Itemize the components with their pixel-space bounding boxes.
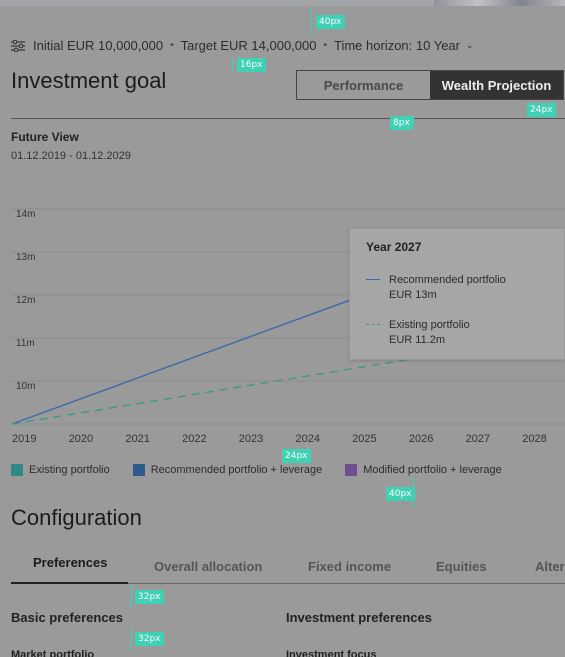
spacing-guide [311,7,312,35]
spacing-annotation: 16px [237,58,266,72]
y-tick-label: 10m [16,381,35,392]
spacing-annotation: 24px [282,449,311,463]
legend-label: Existing portfolio [29,464,110,476]
spacing-guide [131,627,132,651]
filter-bar[interactable]: Initial EUR 10,000,000 • Target EUR 14,0… [11,38,474,53]
existing-portfolio-line [11,358,410,425]
tooltip-label: Recommended portfolio [389,274,506,286]
spacing-annotation: 40px [316,15,345,29]
chevron-down-icon[interactable]: ⌄ [465,40,474,50]
basic-preferences-heading: Basic preferences [11,610,124,625]
x-tick-label: 2023 [239,433,263,445]
sliders-icon[interactable] [11,39,25,52]
y-tick-label: 11m [16,338,35,349]
future-view-date-range: 01.12.2019 - 01.12.2029 [11,150,131,162]
investment-focus-label: Investment focus [286,649,377,657]
recommended-portfolio-line [11,298,353,425]
y-tick-label: 13m [16,252,35,263]
x-tick-label: 2025 [352,433,376,445]
x-tick-label: 2027 [466,433,490,445]
market-portfolio-label: Market portfolio [11,649,95,657]
legend-swatch [11,464,23,476]
divider [11,118,565,119]
wealth-projection-button[interactable]: Wealth Projection [430,71,563,99]
future-view-title: Future View [11,130,79,144]
solid-line-marker [366,279,380,280]
top-strip [0,0,565,6]
wealth-projection-chart[interactable]: 10m 11m 12m 13m 14m 2019 2020 2021 2022 2023 2024 2… [0,200,565,450]
x-tick-label: 2024 [296,433,320,445]
y-tick-label: 12m [16,295,35,306]
tooltip-value: EUR 13m [389,289,437,301]
x-tick-label: 2019 [12,433,36,445]
view-toggle[interactable]: Performance Wealth Projection [296,70,564,100]
spacing-annotation: 32px [135,590,164,604]
investment-preferences-heading: Investment preferences [286,610,432,625]
legend-label: Modified portfolio + leverage [363,464,502,476]
spacing-annotation: 8px [390,116,413,130]
chart-legend: Existing portfolio Recommended portfolio… [11,464,525,476]
filter-target[interactable]: Target EUR 14,000,000 [180,38,317,53]
header-image [434,0,565,6]
spacing-guide [232,58,233,70]
x-tick-label: 2022 [182,433,206,445]
active-tab-underline [11,582,128,584]
separator-dot: • [170,40,174,51]
configuration-title: Configuration [11,505,142,530]
spacing-annotation: 40px [386,487,415,501]
x-tick-label: 2028 [522,433,546,445]
tab-equities[interactable]: Equities [436,559,487,574]
legend-item-modified[interactable]: Modified portfolio + leverage [345,464,502,476]
dashed-line-marker [366,324,380,325]
spacing-guide [413,116,414,126]
chart-tooltip: Year 2027 Recommended portfolio EUR 13m … [349,228,565,360]
spacing-annotation: 32px [135,632,164,646]
legend-label: Recommended portfolio + leverage [150,464,323,476]
filter-time-horizon[interactable]: Time horizon: 10 Year [334,38,460,53]
spacing-annotation: 24px [527,103,556,117]
x-tick-label: 2021 [125,433,149,445]
tooltip-row-existing: Existing portfolio EUR 11.2m [366,318,470,348]
y-tick-label: 14m [16,209,35,220]
x-tick-label: 2020 [69,433,93,445]
configuration-tabs: Preferences Overall allocation Fixed inc… [11,555,565,584]
tooltip-year: Year 2027 [366,240,422,254]
tooltip-value: EUR 11.2m [389,334,446,346]
tab-preferences[interactable]: Preferences [33,555,108,570]
legend-swatch [132,464,145,476]
separator-dot: • [323,40,327,51]
tooltip-row-recommended: Recommended portfolio EUR 13m [366,273,506,303]
page-title: Investment goal [11,68,167,93]
x-tick-label: 2026 [409,433,433,445]
spacing-guide [131,584,132,608]
legend-item-recommended[interactable]: Recommended portfolio + leverage [132,464,323,476]
tooltip-label: Existing portfolio [389,319,470,331]
filter-initial[interactable]: Initial EUR 10,000,000 [33,38,164,53]
tab-overall-allocation[interactable]: Overall allocation [154,559,263,574]
legend-swatch [345,464,358,476]
performance-button[interactable]: Performance [323,77,404,93]
legend-item-existing[interactable]: Existing portfolio [11,464,110,476]
tab-fixed-income[interactable]: Fixed income [308,559,392,574]
tab-alternatives[interactable]: Altern [535,559,565,574]
